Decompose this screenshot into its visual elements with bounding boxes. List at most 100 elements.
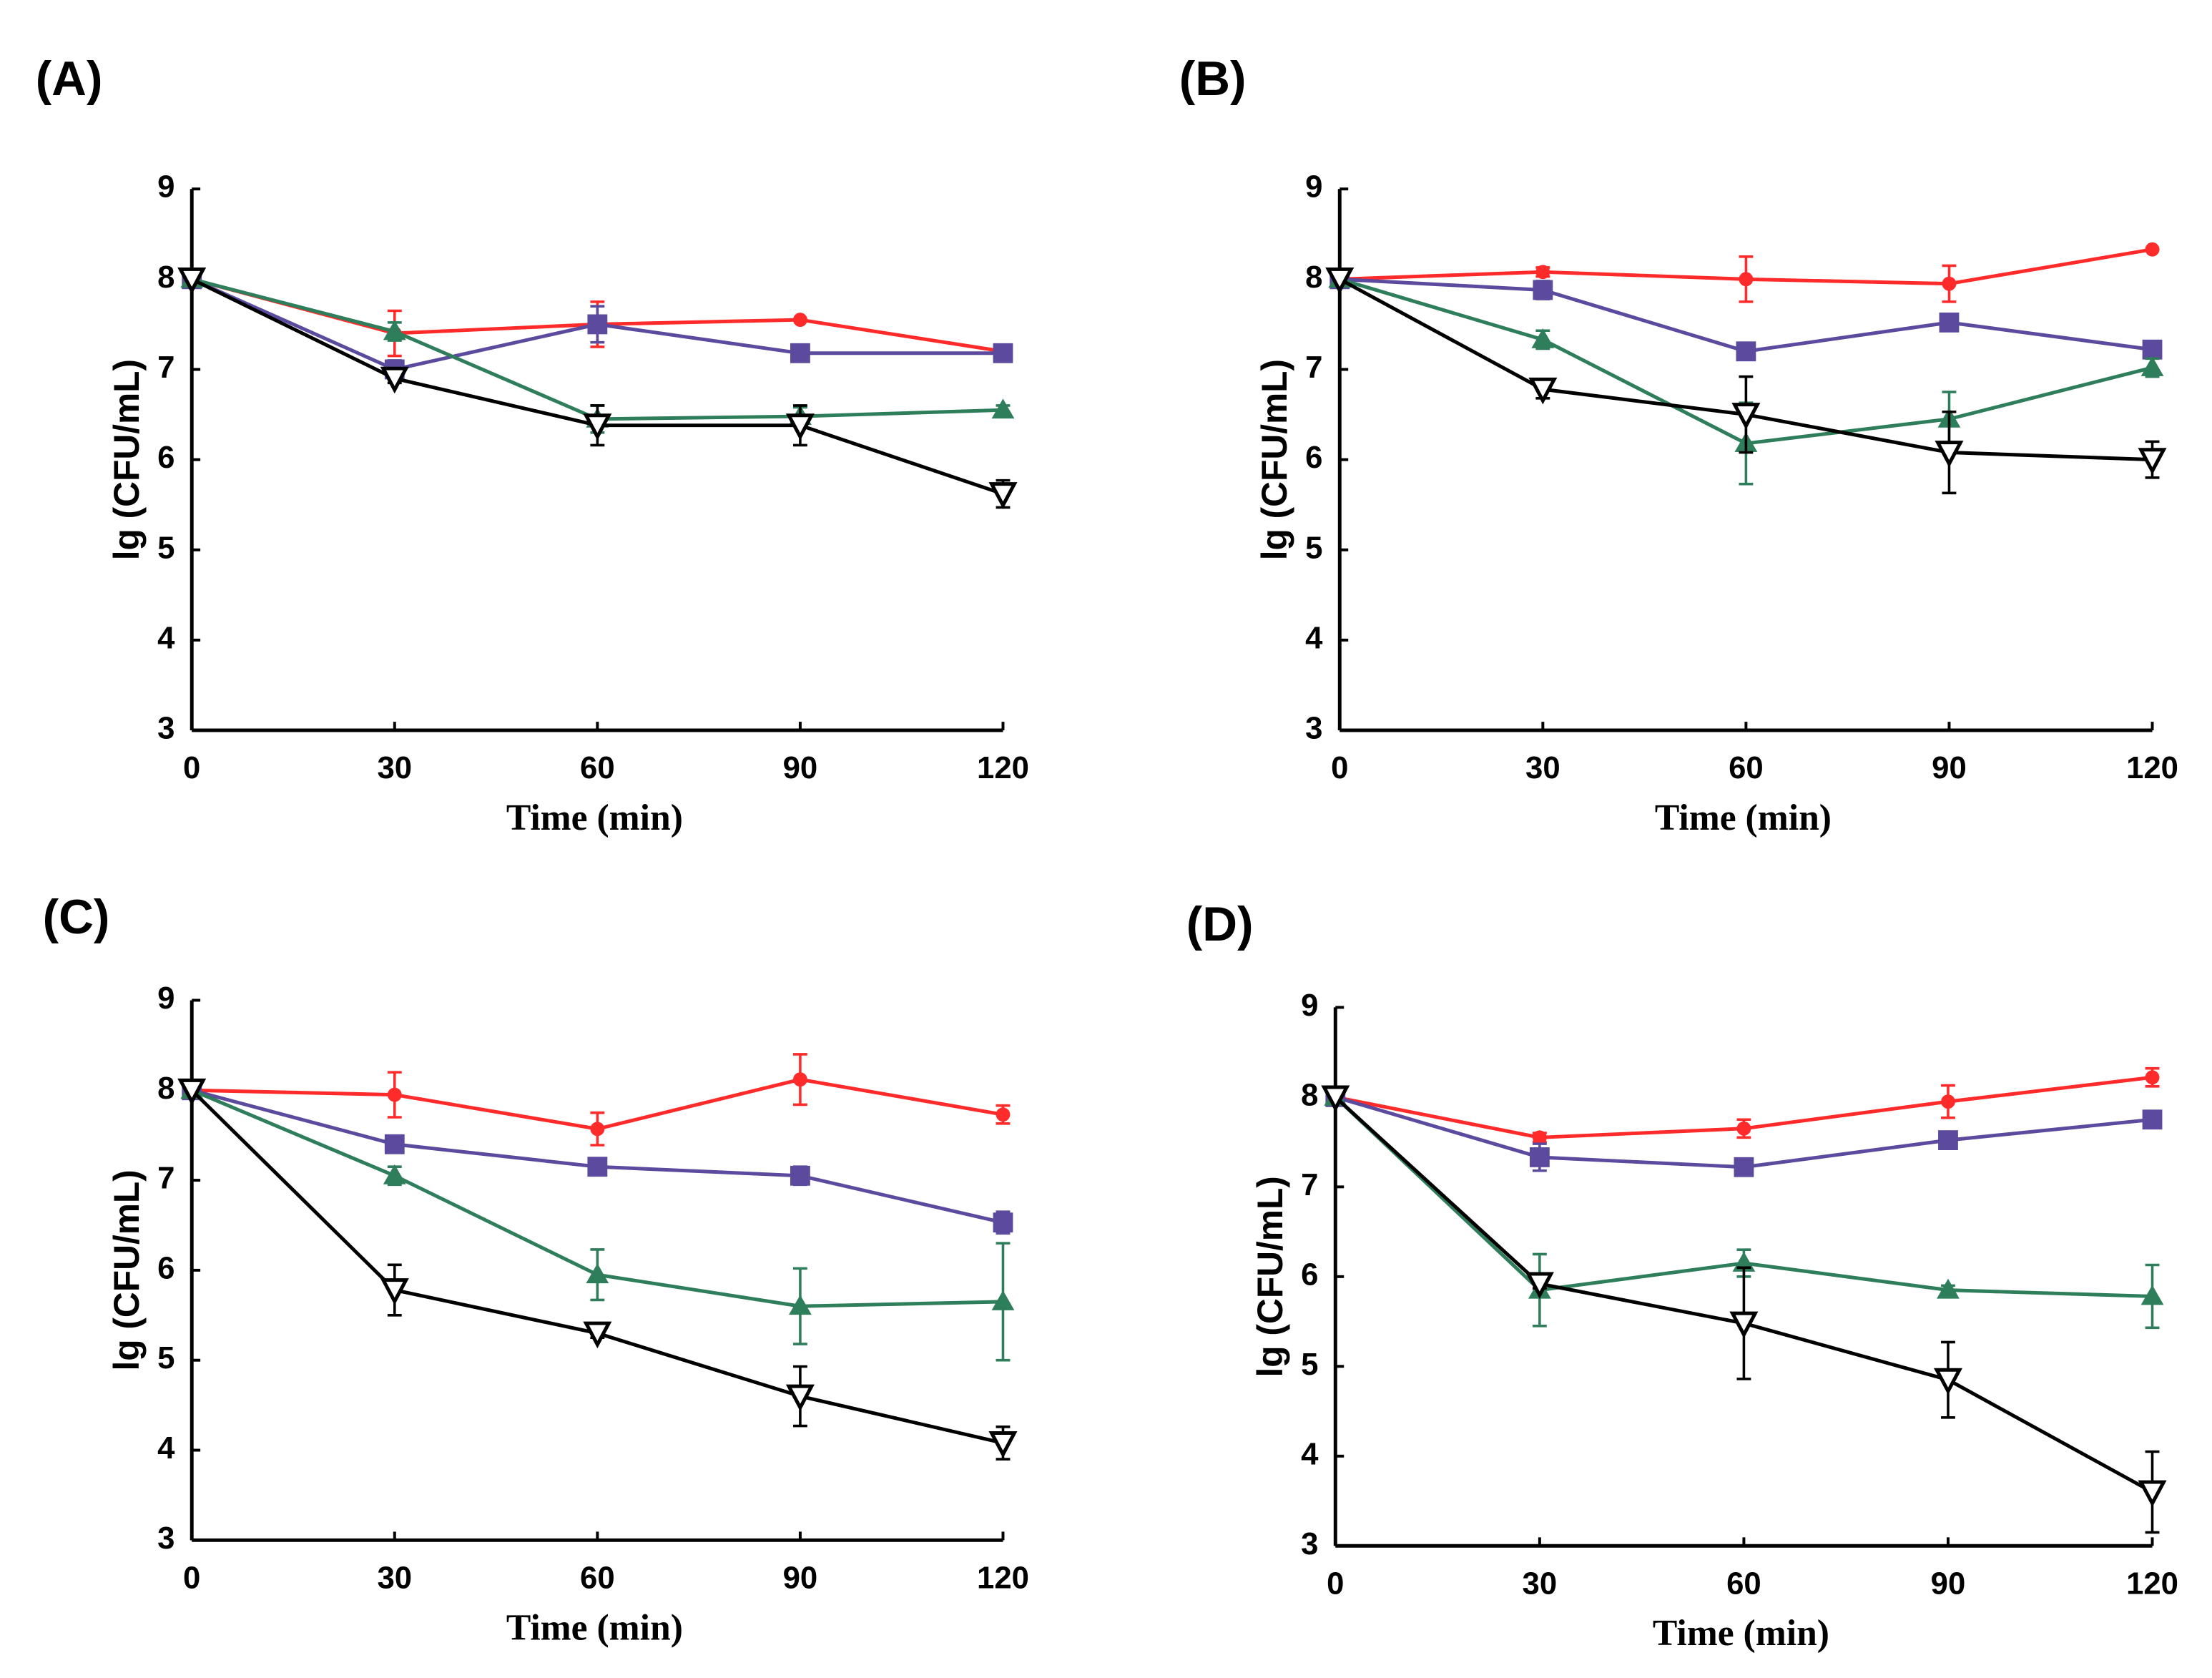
x-axis-label: Time (min) xyxy=(1655,798,1832,838)
y-tick-label: 9 xyxy=(157,981,174,1016)
y-tick-label: 8 xyxy=(157,1071,174,1106)
x-tick-label: 0 xyxy=(183,750,200,785)
marker xyxy=(996,1107,1011,1122)
marker xyxy=(1528,377,1558,405)
y-tick-label: 7 xyxy=(1305,350,1322,385)
marker xyxy=(792,313,807,328)
y-tick-label: 3 xyxy=(157,1521,174,1556)
marker xyxy=(2142,1109,2163,1130)
marker xyxy=(1739,272,1754,287)
y-axis-label: lg (CFU/mL) xyxy=(1254,359,1294,560)
marker xyxy=(2140,1285,2164,1305)
marker xyxy=(2140,356,2164,376)
x-tick-label: 120 xyxy=(2126,750,2178,785)
x-tick-label: 30 xyxy=(377,1560,412,1595)
y-tick-label: 9 xyxy=(1301,988,1318,1023)
y-axis-label: lg (CFU/mL) xyxy=(107,359,147,560)
marker xyxy=(583,1321,612,1349)
y-tick-label: 4 xyxy=(157,1431,175,1466)
x-tick-label: 0 xyxy=(1331,750,1348,785)
y-tick-label: 4 xyxy=(157,620,175,655)
x-tick-label: 90 xyxy=(1932,750,1967,785)
marker xyxy=(1325,267,1355,295)
marker xyxy=(792,1072,807,1087)
y-tick-label: 5 xyxy=(1301,1347,1318,1382)
y-tick-label: 3 xyxy=(1301,1526,1318,1561)
marker xyxy=(387,1087,402,1102)
y-tick-label: 7 xyxy=(157,350,174,385)
x-axis-label: Time (min) xyxy=(506,798,683,838)
y-tick-label: 6 xyxy=(1305,440,1322,475)
panel-label: (A) xyxy=(36,52,103,106)
marker xyxy=(1935,441,1964,468)
marker xyxy=(1321,1085,1350,1113)
marker xyxy=(590,1122,605,1137)
marker xyxy=(993,1212,1013,1233)
x-tick-label: 30 xyxy=(1523,1566,1558,1601)
y-axis-label: lg (CFU/mL) xyxy=(107,1169,147,1370)
marker xyxy=(1942,276,1957,291)
marker xyxy=(1533,280,1553,300)
y-tick-label: 7 xyxy=(157,1161,174,1196)
marker xyxy=(586,1263,609,1284)
x-tick-label: 30 xyxy=(1525,750,1560,785)
marker xyxy=(1941,1094,1955,1109)
marker xyxy=(380,366,409,394)
x-tick-label: 30 xyxy=(377,750,412,785)
marker xyxy=(1729,1311,1759,1339)
y-tick-label: 5 xyxy=(1305,530,1322,565)
marker xyxy=(380,1278,409,1305)
x-axis-label: Time (min) xyxy=(506,1607,683,1648)
marker xyxy=(583,413,612,441)
y-tick-label: 6 xyxy=(157,440,174,475)
x-tick-label: 60 xyxy=(1729,750,1764,785)
x-tick-label: 120 xyxy=(977,750,1029,785)
marker xyxy=(2138,448,2167,475)
x-tick-label: 90 xyxy=(783,750,818,785)
x-tick-label: 60 xyxy=(580,1560,615,1595)
marker xyxy=(988,1431,1018,1458)
y-tick-label: 9 xyxy=(157,170,174,205)
y-tick-label: 5 xyxy=(157,1340,174,1375)
marker xyxy=(1736,341,1756,362)
marker xyxy=(993,343,1013,363)
marker xyxy=(1731,403,1761,430)
y-tick-label: 6 xyxy=(157,1250,174,1285)
panel-label: (B) xyxy=(1179,52,1247,106)
panel-label: (D) xyxy=(1186,898,1254,951)
marker xyxy=(384,1134,405,1154)
marker xyxy=(789,1295,812,1315)
marker xyxy=(785,1384,815,1412)
marker xyxy=(177,1078,207,1106)
y-axis-label: lg (CFU/mL) xyxy=(1250,1176,1290,1377)
marker xyxy=(1535,265,1550,280)
marker xyxy=(1736,1121,1751,1136)
series-line xyxy=(191,277,1003,421)
marker xyxy=(2145,1070,2160,1085)
marker xyxy=(587,1157,608,1177)
marker xyxy=(2145,242,2160,257)
series-line xyxy=(191,1088,1004,1225)
marker xyxy=(2142,339,2163,360)
y-tick-label: 4 xyxy=(1301,1436,1319,1471)
y-tick-label: 6 xyxy=(1301,1257,1318,1292)
x-axis-label: Time (min) xyxy=(1653,1613,1829,1654)
y-tick-label: 8 xyxy=(1301,1077,1318,1112)
marker xyxy=(383,1164,406,1184)
x-tick-label: 120 xyxy=(2126,1566,2178,1601)
x-tick-label: 60 xyxy=(1726,1566,1761,1601)
marker xyxy=(785,413,815,441)
x-tick-label: 60 xyxy=(580,750,615,785)
marker xyxy=(177,267,207,295)
y-tick-label: 9 xyxy=(1305,170,1322,205)
x-tick-label: 120 xyxy=(977,1560,1029,1595)
y-tick-label: 5 xyxy=(157,530,174,565)
marker xyxy=(1933,1368,1962,1395)
marker xyxy=(1734,1157,1754,1177)
y-tick-label: 8 xyxy=(157,260,174,295)
